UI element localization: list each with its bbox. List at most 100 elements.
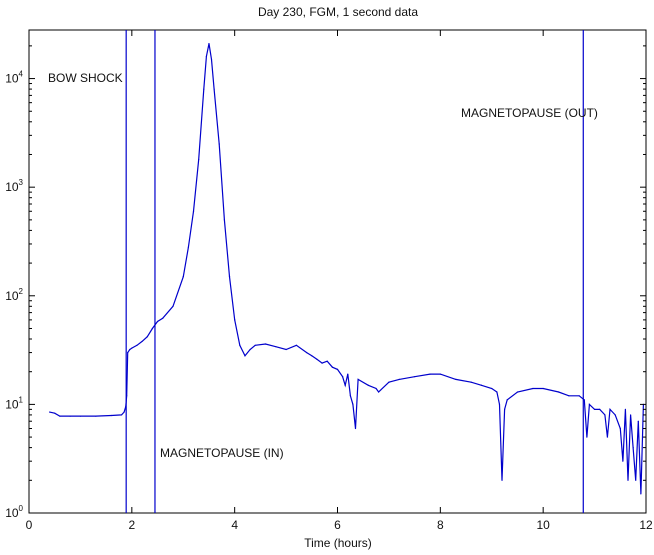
x-tick-label: 2 — [128, 518, 135, 532]
data-point — [480, 384, 483, 386]
data-point — [228, 276, 231, 278]
data-point — [637, 420, 639, 422]
data-point — [205, 55, 207, 57]
data-point — [218, 143, 220, 145]
data-point — [429, 373, 431, 375]
data-point — [141, 340, 143, 343]
data-point — [470, 381, 472, 383]
data-point — [599, 408, 601, 410]
data-point — [352, 403, 354, 405]
data-point — [632, 447, 634, 449]
data-point — [79, 415, 82, 417]
data-point — [162, 317, 164, 319]
data-point — [48, 411, 51, 413]
data-point — [249, 348, 251, 351]
y-tick-label: 100 — [5, 504, 23, 520]
data-point — [127, 351, 129, 354]
data-point — [264, 343, 267, 345]
data-point — [131, 347, 133, 349]
y-tick-label: 104 — [5, 70, 23, 86]
data-point — [367, 384, 369, 386]
data-point — [54, 412, 56, 414]
data-point — [331, 366, 333, 368]
data-point — [110, 414, 112, 417]
annotation-bow-shock: BOW SHOCK — [48, 71, 123, 85]
data-point — [606, 436, 609, 438]
data-point — [378, 391, 380, 393]
data-point — [210, 58, 213, 61]
data-point — [506, 399, 508, 401]
data-point — [593, 408, 596, 410]
data-point — [187, 246, 189, 248]
data-point — [275, 346, 277, 348]
data-point — [629, 414, 632, 416]
data-point — [123, 411, 125, 413]
data-point — [557, 391, 560, 393]
data-point — [388, 381, 390, 383]
data-point — [501, 479, 503, 481]
data-point — [69, 415, 71, 417]
data-point — [532, 387, 534, 390]
data-point — [311, 355, 313, 357]
y-tick-label: 102 — [5, 287, 23, 303]
x-tick-label: 6 — [334, 518, 341, 532]
data-point — [349, 395, 351, 397]
data-point — [172, 305, 174, 307]
data-point — [342, 376, 344, 378]
data-point — [306, 351, 308, 354]
data-point — [285, 348, 287, 351]
data-point — [354, 427, 357, 430]
data-point — [604, 414, 606, 416]
data-point — [455, 378, 457, 380]
data-point — [344, 384, 346, 386]
data-point — [129, 348, 131, 351]
data-point — [491, 387, 493, 390]
chart-title: Day 230, FGM, 1 second data — [258, 5, 418, 19]
x-axis-label: Time (hours) — [304, 536, 372, 550]
data-point — [375, 387, 377, 390]
data-point — [244, 355, 246, 357]
data-point — [624, 408, 627, 410]
x-tick-label: 12 — [639, 518, 653, 532]
data-point — [336, 368, 339, 370]
data-point — [223, 219, 225, 221]
data-point — [192, 210, 195, 212]
data-point — [316, 358, 318, 360]
data-point — [208, 42, 210, 45]
x-tick-label: 10 — [536, 518, 550, 532]
data-point — [254, 344, 256, 346]
x-tick-label: 0 — [26, 518, 33, 532]
data-point — [295, 344, 297, 346]
data-point — [439, 373, 441, 375]
data-point — [347, 373, 349, 375]
data-point — [583, 399, 585, 401]
data-point — [516, 391, 519, 393]
data-point — [640, 493, 642, 495]
data-point — [198, 158, 200, 161]
data-point — [504, 408, 506, 410]
data-point — [498, 403, 501, 405]
data-point — [213, 88, 215, 90]
data-point — [614, 414, 616, 416]
data-point — [586, 436, 588, 438]
data-point — [321, 362, 323, 364]
data-point — [542, 387, 544, 390]
data-point — [120, 414, 123, 416]
data-point — [239, 344, 241, 346]
annotation-magnetopause-in: MAGNETOPAUSE (IN) — [160, 446, 284, 460]
data-point — [609, 408, 611, 410]
plot-area — [28, 29, 647, 514]
data-point — [568, 395, 570, 397]
x-tick-label: 8 — [437, 518, 444, 532]
data-point — [182, 276, 184, 278]
data-point — [95, 415, 97, 417]
data-point — [151, 327, 153, 330]
x-tick-label: 4 — [231, 518, 238, 532]
data-point — [59, 415, 61, 417]
data-point — [136, 344, 138, 346]
data-point — [156, 320, 159, 323]
data-point — [578, 395, 580, 397]
series-line-0 — [49, 43, 644, 494]
data-point — [234, 319, 236, 321]
